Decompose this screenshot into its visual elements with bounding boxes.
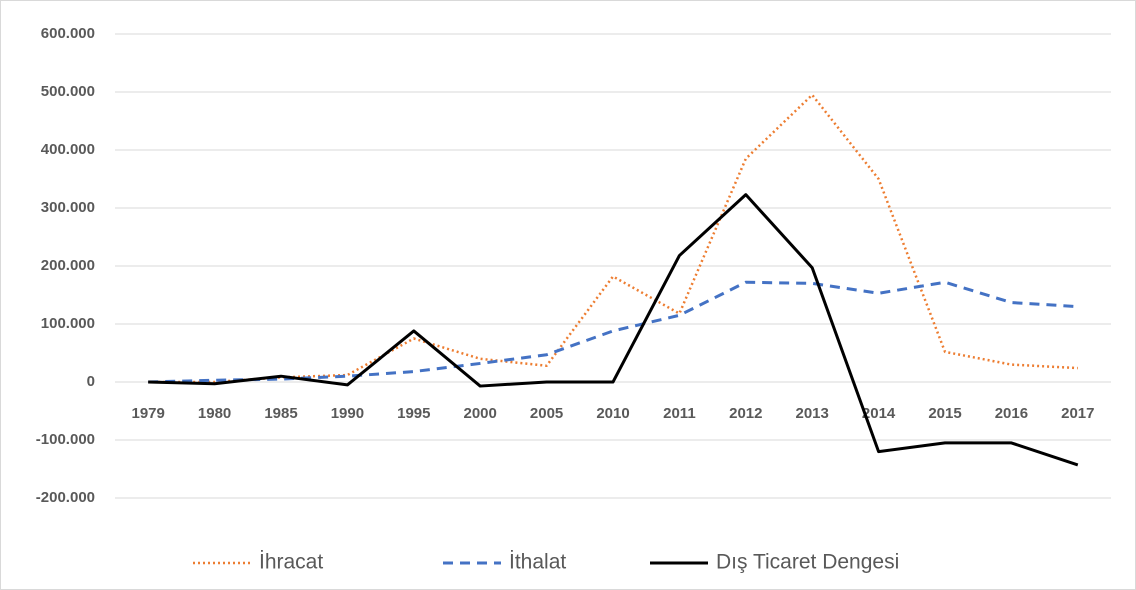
x-tick-label: 2010 — [596, 405, 629, 422]
x-tick-label: 2005 — [530, 405, 563, 422]
legend-label: İhracat — [259, 551, 323, 574]
x-tick-label: 1980 — [198, 405, 231, 422]
x-tick-label: 1985 — [264, 405, 297, 422]
series-line — [148, 93, 1078, 384]
x-tick-label: 2017 — [1061, 405, 1094, 422]
x-tick-label: 1990 — [331, 405, 364, 422]
x-tick-label: 2000 — [464, 405, 497, 422]
y-tick-label: 500.000 — [41, 83, 95, 100]
x-tick-label: 2014 — [862, 405, 896, 422]
y-tick-label: 400.000 — [41, 141, 95, 158]
y-tick-label: -200.000 — [36, 489, 95, 506]
legend-label: İthalat — [509, 551, 566, 574]
y-tick-label: 200.000 — [41, 257, 95, 274]
y-tick-label: 600.000 — [41, 25, 95, 42]
x-tick-label: 2015 — [928, 405, 961, 422]
legend-label: Dış Ticaret Dengesi — [716, 551, 899, 574]
x-tick-label: 2011 — [663, 405, 696, 422]
y-tick-label: 100.000 — [41, 315, 95, 332]
x-tick-label: 2016 — [995, 405, 1028, 422]
x-tick-label: 2012 — [729, 405, 762, 422]
x-tick-label: 2013 — [796, 405, 829, 422]
y-tick-label: 0 — [87, 373, 95, 390]
series-line — [148, 193, 1079, 467]
y-tick-label: 300.000 — [41, 199, 95, 216]
y-tick-label: -100.000 — [36, 431, 95, 448]
x-tick-label: 1995 — [397, 405, 430, 422]
x-tick-label: 1979 — [132, 405, 165, 422]
